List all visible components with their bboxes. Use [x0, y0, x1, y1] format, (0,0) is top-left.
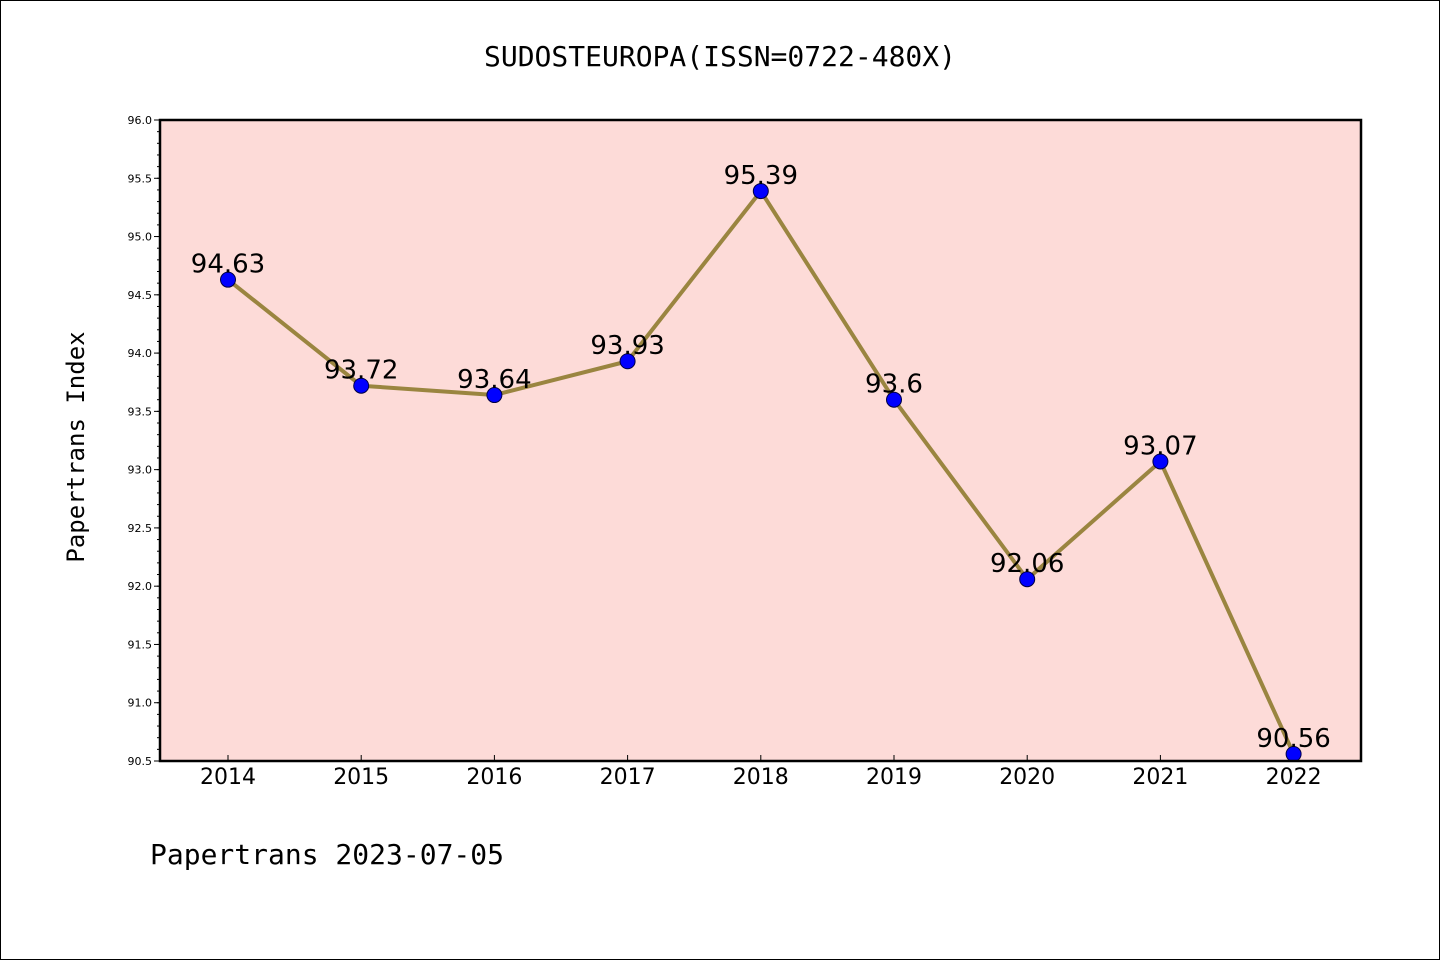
y-tick-label: 91.0 [128, 697, 153, 710]
y-tick-label: 92.0 [128, 580, 153, 593]
data-point [752, 183, 769, 200]
y-tick-label: 91.5 [128, 638, 153, 651]
y-tick-label: 93.5 [128, 405, 153, 418]
data-label: 90.56 [1256, 724, 1330, 754]
data-label: 93.93 [590, 331, 664, 361]
x-tick-label: 2015 [333, 765, 389, 790]
data-label: 93.72 [324, 356, 398, 386]
y-axis-label: Papertrans Index [62, 331, 90, 562]
data-label: 95.39 [724, 161, 798, 191]
y-tick-label: 94.0 [128, 347, 153, 360]
y-tick-label: 96.0 [128, 114, 153, 127]
x-tick-labels: 2014 2015 2016 2017 2018 2019 2020 2021 2022 [200, 765, 1322, 790]
y-tick-label: 92.5 [128, 522, 153, 535]
y-tick-label: 90.5 [128, 755, 153, 768]
y-tick-label: 93.0 [128, 464, 153, 477]
data-point [1019, 571, 1036, 588]
data-label: 92.06 [990, 549, 1064, 579]
data-point [486, 387, 503, 404]
data-point [1152, 453, 1169, 470]
y-tick-label: 95.0 [128, 231, 153, 244]
plot-area [160, 120, 1361, 761]
data-point [886, 391, 902, 408]
data-label: 93.07 [1123, 431, 1197, 461]
data-label: 93.64 [457, 365, 531, 395]
data-label: 93.6 [865, 370, 923, 400]
x-tick-label: 2014 [200, 765, 256, 790]
footer-text: Papertrans 2023-07-05 [150, 838, 504, 871]
data-point [220, 271, 236, 288]
x-tick-label: 2016 [466, 765, 522, 790]
x-tick-label: 2018 [733, 765, 789, 790]
data-point [353, 377, 370, 394]
x-tick-label: 2021 [1132, 765, 1188, 790]
y-tick-label: 95.5 [128, 172, 153, 185]
x-tick-label: 2020 [999, 765, 1055, 790]
y-tick-label: 94.5 [128, 289, 153, 302]
data-labels: 94.63 93.72 93.64 93.93 95.39 93.6 92.06 93.07 9… [191, 161, 1331, 754]
data-label: 94.63 [191, 250, 265, 280]
data-point [619, 353, 636, 370]
y-tick-labels: 90.5 91.0 91.5 92.0 92.5 93.0 93.5 94.0 94.5 95.0… [128, 114, 153, 768]
x-tick-label: 2017 [600, 765, 656, 790]
data-points [220, 183, 1302, 763]
plot-border [158, 118, 1363, 763]
x-tick-label: 2019 [866, 765, 922, 790]
x-tick-label: 2022 [1266, 765, 1322, 790]
chart-title: SUDOSTEUROPA(ISSN=0722-480X) [484, 40, 956, 73]
